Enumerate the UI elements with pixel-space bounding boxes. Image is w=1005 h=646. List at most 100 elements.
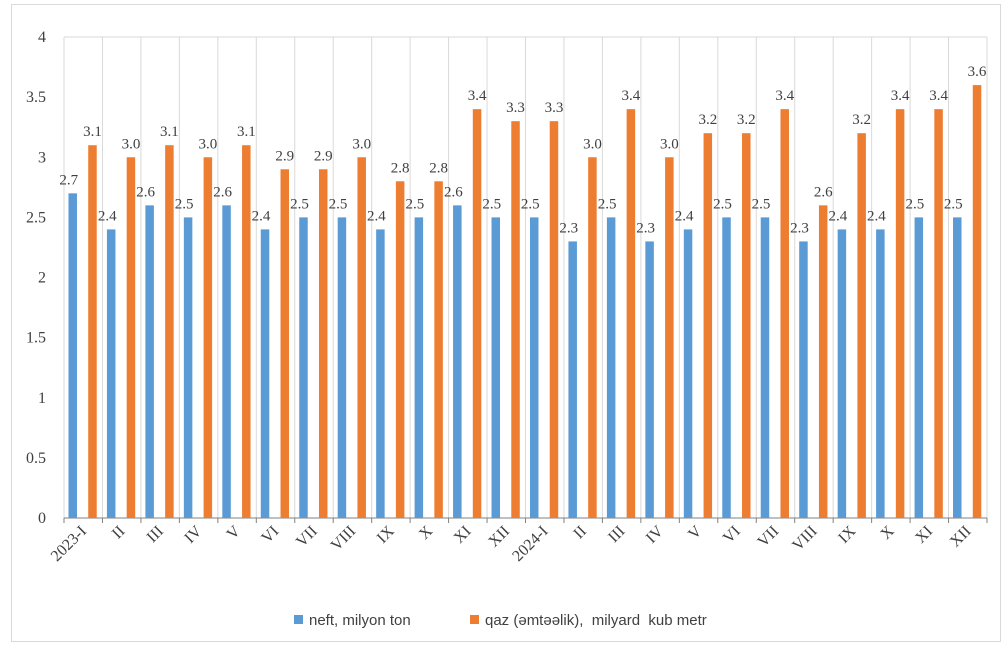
data-label-neft: 2.4 <box>252 208 271 224</box>
y-tick-label: 3.5 <box>26 89 46 106</box>
x-tick-label: II <box>109 523 129 543</box>
data-label-neft: 2.5 <box>521 196 540 212</box>
bar-qaz <box>434 181 443 519</box>
bar-neft <box>453 205 462 518</box>
x-tick-label: IX <box>835 522 859 546</box>
bar-qaz <box>511 121 520 519</box>
data-label-qaz: 2.9 <box>275 148 294 164</box>
data-label-neft: 2.5 <box>598 196 617 212</box>
bar-qaz <box>88 145 97 518</box>
x-tick-label: XII <box>485 523 513 551</box>
bar-neft <box>260 229 270 518</box>
data-label-qaz: 3.2 <box>852 112 871 128</box>
bar-qaz <box>588 157 597 518</box>
gridlines <box>63 36 988 518</box>
data-label-qaz: 3.2 <box>737 112 756 128</box>
bar-neft <box>222 205 231 518</box>
data-label-qaz: 2.8 <box>391 160 410 176</box>
bar-neft <box>529 217 539 518</box>
bar-neft <box>106 229 116 518</box>
x-tick-label: IV <box>643 522 667 546</box>
data-label-neft: 2.5 <box>713 196 732 212</box>
bar-qaz <box>895 109 905 519</box>
value-labels: 2.7 2.4 2.6 2.5 2.6 2.4 2.5 2.5 2.4 2.5 2.6 2.5 2.5 2… <box>59 64 987 236</box>
bar-qaz <box>549 121 559 519</box>
y-tick-label: 2.5 <box>26 209 46 226</box>
data-label-neft: 2.4 <box>829 208 848 224</box>
x-tick-label: V <box>685 522 706 543</box>
data-label-qaz: 3.6 <box>968 64 987 80</box>
x-tick-label: X <box>416 522 437 543</box>
x-tick-label: VIII <box>328 523 359 554</box>
x-tick-label: VI <box>258 523 282 547</box>
x-tick-label: VIII <box>789 523 820 554</box>
x-tick-label: VI <box>720 523 744 547</box>
bar-qaz <box>357 157 366 518</box>
bar-neft <box>683 229 693 518</box>
x-tick-label: 2024-I <box>509 523 551 565</box>
data-label-neft: 2.5 <box>482 196 501 212</box>
data-label-qaz: 3.4 <box>775 88 794 104</box>
bar-qaz <box>126 157 136 518</box>
bar-neft <box>299 217 308 518</box>
data-label-neft: 2.6 <box>136 184 155 200</box>
data-label-neft: 2.5 <box>329 196 348 212</box>
data-label-neft: 2.5 <box>405 196 424 212</box>
x-tick-label: XII <box>947 523 975 551</box>
x-tick-label: X <box>877 522 898 543</box>
bar-neft <box>914 217 924 518</box>
bar-neft <box>491 217 501 518</box>
data-label-neft: 2.5 <box>290 196 309 212</box>
x-tick-label: XI <box>451 523 475 547</box>
bar-qaz <box>165 145 174 518</box>
bar-neft <box>799 241 808 519</box>
bar-qaz <box>742 133 751 518</box>
data-label-qaz: 3.1 <box>237 124 256 140</box>
bar-neft <box>606 217 616 518</box>
y-tick-label: 3 <box>38 149 46 166</box>
bar-qaz <box>818 205 828 518</box>
data-label-qaz: 3.0 <box>198 136 217 152</box>
data-label-neft: 2.6 <box>213 184 232 200</box>
bar-qaz <box>626 109 636 519</box>
y-tick-label: 0.5 <box>26 450 46 467</box>
x-tick-label: XI <box>912 523 936 547</box>
legend: neft, milyon ton qaz (əmtəəlik), milyard… <box>294 612 707 629</box>
bar-qaz <box>857 133 866 518</box>
x-tick-label: IV <box>181 522 205 546</box>
data-label-qaz: 3.4 <box>891 88 910 104</box>
bar-neft <box>837 229 847 518</box>
bar-neft <box>337 217 347 518</box>
x-tick-label: VII <box>293 523 321 551</box>
data-label-qaz: 2.8 <box>429 160 448 176</box>
legend-label-qaz: qaz (əmtəəlik), milyard kub metr <box>485 612 707 629</box>
x-tick-label: 2023-I <box>48 523 90 565</box>
data-label-qaz: 3.2 <box>698 112 717 128</box>
bar-qaz <box>665 157 674 518</box>
chart-frame <box>11 4 1001 642</box>
bar-neft <box>876 229 885 518</box>
data-label-qaz: 3.1 <box>160 124 179 140</box>
y-tick-label: 0 <box>38 510 46 527</box>
x-tick-label: II <box>570 523 590 543</box>
bar-neft <box>568 241 577 519</box>
data-label-qaz: 2.9 <box>314 148 333 164</box>
x-tick-label: IX <box>374 522 398 546</box>
data-label-neft: 2.7 <box>59 172 78 188</box>
bar-neft <box>645 241 654 519</box>
data-label-neft: 2.4 <box>867 208 886 224</box>
bar-qaz <box>242 145 251 518</box>
bar-qaz <box>934 109 943 519</box>
data-label-qaz: 3.4 <box>468 88 487 104</box>
data-label-qaz: 3.4 <box>622 88 641 104</box>
data-label-qaz: 3.0 <box>583 136 602 152</box>
bar-qaz <box>318 169 328 518</box>
data-label-qaz: 3.3 <box>506 100 525 116</box>
data-label-neft: 2.6 <box>444 184 463 200</box>
bar-qaz <box>472 109 482 519</box>
data-label-qaz: 2.6 <box>814 184 833 200</box>
data-label-neft: 2.5 <box>944 196 963 212</box>
bars <box>68 85 982 519</box>
bar-qaz <box>780 109 789 519</box>
data-label-qaz: 3.1 <box>83 124 102 140</box>
